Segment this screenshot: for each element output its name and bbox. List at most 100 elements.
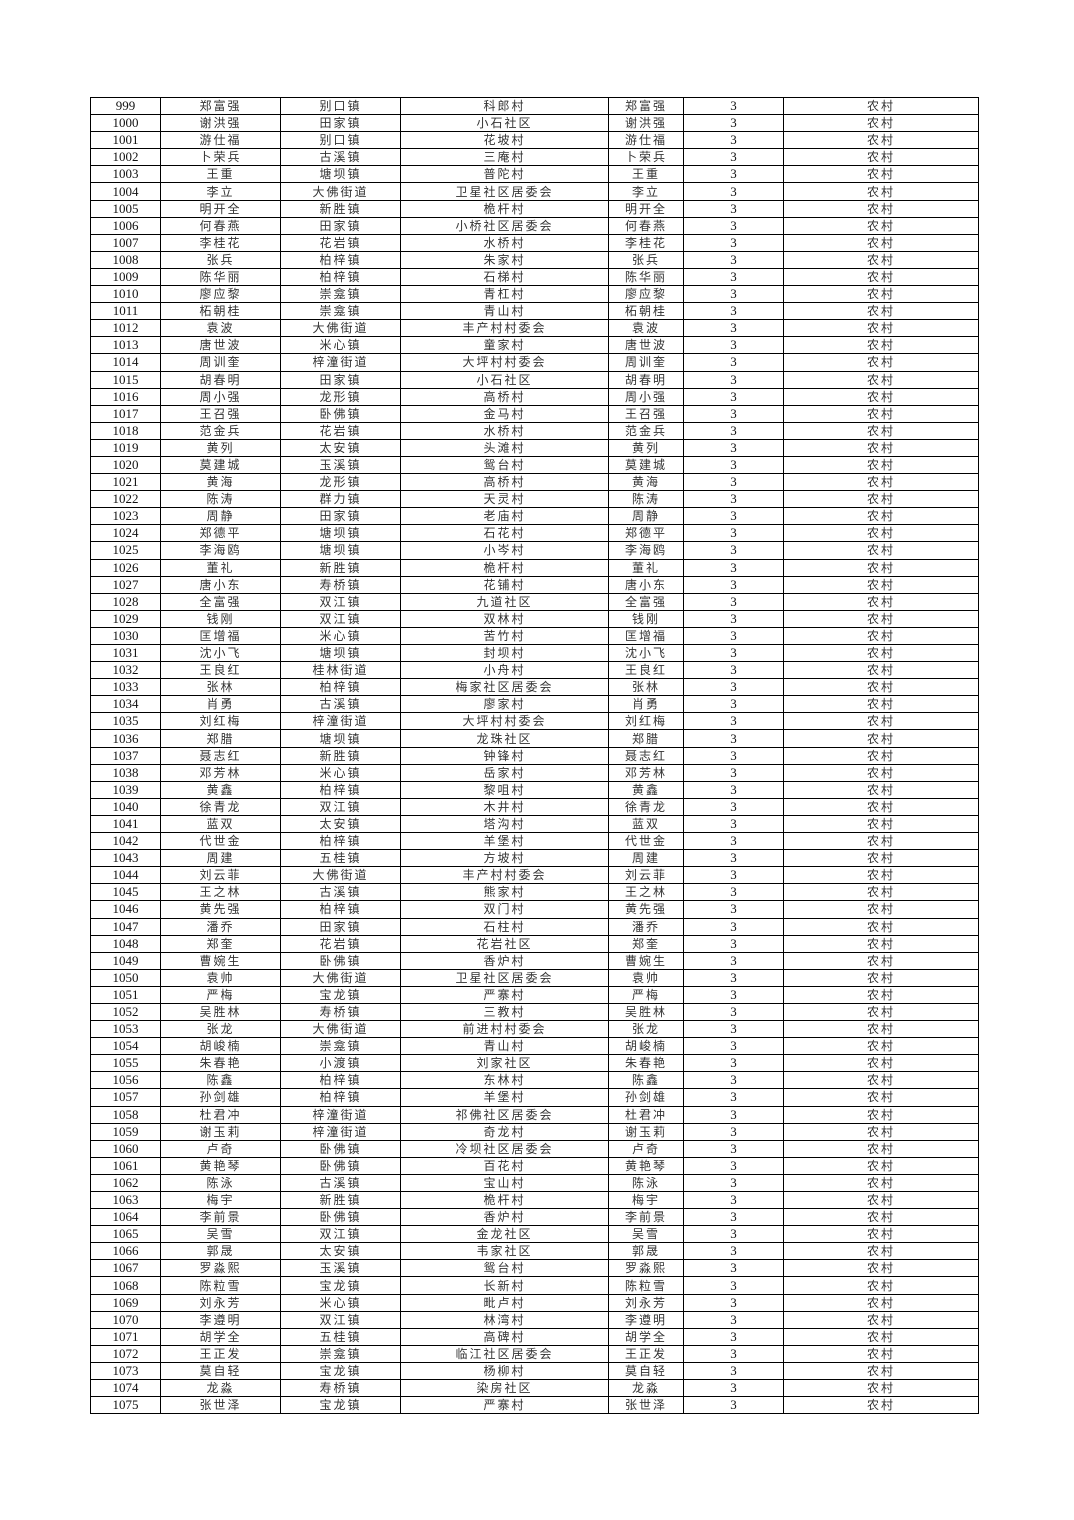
cell-row-number: 1058: [90, 1105, 161, 1124]
cell-person-name: 王召强: [160, 404, 281, 423]
cell-village: 青山村: [400, 1037, 609, 1056]
cell-count: 3: [683, 131, 784, 150]
table-row: 1072 王正发 崇龛镇 临江社区居委会 王正发 3 农村: [90, 1344, 979, 1363]
table-row: 1030 匡增福 米心镇 苦竹村 匡增福 3 农村: [90, 626, 979, 646]
cell-town: 大佛街道: [280, 182, 401, 201]
cell-town: 花岩镇: [280, 421, 401, 440]
cell-row-number: 1023: [90, 507, 161, 526]
cell-count: 3: [683, 1259, 784, 1278]
table-row: 1002 卜荣兵 古溪镇 三庵村 卜荣兵 3 农村: [90, 148, 979, 167]
cell-count: 3: [683, 455, 784, 475]
cell-row-number: 1057: [90, 1088, 161, 1107]
table-row: 1043 周建 五桂镇 方坡村 周建 3 农村: [90, 849, 979, 868]
cell-village: 三教村: [400, 1002, 609, 1022]
cell-row-number: 1038: [90, 763, 161, 782]
cell-count: 3: [683, 1396, 784, 1415]
cell-town: 塘坝镇: [280, 541, 401, 560]
cell-household-head: 梅宇: [608, 1190, 684, 1210]
cell-village: 木井村: [400, 797, 609, 816]
cell-count: 3: [683, 267, 784, 287]
cell-count: 3: [683, 1190, 784, 1210]
cell-household-head: 吴雪: [608, 1225, 684, 1244]
cell-town: 米心镇: [280, 763, 401, 782]
cell-person-name: 李海鸥: [160, 541, 281, 560]
cell-area-type: 农村: [783, 1122, 979, 1141]
cell-village: 双门村: [400, 900, 609, 919]
cell-village: 百花村: [400, 1156, 609, 1175]
table-row: 1021 黄海 龙形镇 高桥村 黄海 3 农村: [90, 473, 979, 492]
cell-household-head: 郑富强: [608, 96, 684, 116]
cell-row-number: 1009: [90, 267, 161, 287]
cell-row-number: 1062: [90, 1173, 161, 1193]
cell-village: 金龙社区: [400, 1225, 609, 1244]
cell-town: 新胜镇: [280, 558, 401, 577]
cell-village: 毗卢村: [400, 1293, 609, 1312]
cell-village: 岳家村: [400, 763, 609, 782]
table-row: 1008 张兵 柏梓镇 朱家村 张兵 3 农村: [90, 250, 979, 269]
cell-area-type: 农村: [783, 678, 979, 697]
table-row: 1033 张林 柏梓镇 梅家社区居委会 张林 3 农村: [90, 678, 979, 697]
cell-household-head: 何春燕: [608, 216, 684, 235]
cell-area-type: 农村: [783, 797, 979, 816]
table-row: 1074 龙淼 寿桥镇 染房社区 龙淼 3 农村: [90, 1379, 979, 1398]
cell-town: 崇龛镇: [280, 285, 401, 304]
table-row: 1015 胡春明 田家镇 小石社区 胡春明 3 农村: [90, 370, 979, 389]
cell-town: 双江镇: [280, 797, 401, 816]
cell-household-head: 黄鑫: [608, 780, 684, 799]
cell-household-head: 全富强: [608, 592, 684, 611]
cell-count: 3: [683, 695, 784, 714]
cell-town: 大佛街道: [280, 319, 401, 338]
cell-village: 韦家社区: [400, 1242, 609, 1261]
cell-household-head: 卢奇: [608, 1139, 684, 1158]
cell-area-type: 农村: [783, 1379, 979, 1398]
cell-household-head: 柘朝桂: [608, 302, 684, 321]
cell-person-name: 刘永芳: [160, 1293, 281, 1312]
table-row: 1059 谢玉莉 梓潼街道 奇龙村 谢玉莉 3 农村: [90, 1122, 979, 1141]
cell-person-name: 代世金: [160, 832, 281, 851]
cell-village: 青杠村: [400, 285, 609, 304]
cell-village: 石花村: [400, 524, 609, 543]
cell-village: 高桥村: [400, 387, 609, 406]
table-row: 1005 明开全 新胜镇 桅杆村 明开全 3 农村: [90, 199, 979, 218]
table-row: 1058 杜君冲 梓潼街道 祁佛社区居委会 杜君冲 3 农村: [90, 1105, 979, 1124]
cell-household-head: 李立: [608, 182, 684, 201]
cell-person-name: 周小强: [160, 387, 281, 406]
cell-household-head: 谢洪强: [608, 114, 684, 133]
cell-area-type: 农村: [783, 1225, 979, 1244]
cell-village: 羊堡村: [400, 832, 609, 851]
table-row: 1006 何春燕 田家镇 小桥社区居委会 何春燕 3 农村: [90, 216, 979, 235]
table-row: 1014 周训奎 梓潼街道 大坪村村委会 周训奎 3 农村: [90, 353, 979, 372]
cell-village: 林湾村: [400, 1310, 609, 1329]
cell-household-head: 张林: [608, 678, 684, 697]
cell-count: 3: [683, 985, 784, 1004]
cell-count: 3: [683, 883, 784, 902]
cell-row-number: 1056: [90, 1071, 161, 1090]
cell-town: 宝龙镇: [280, 1361, 401, 1381]
cell-row-number: 1010: [90, 285, 161, 304]
cell-person-name: 胡春明: [160, 370, 281, 389]
cell-village: 小舟村: [400, 661, 609, 680]
cell-town: 别口镇: [280, 96, 401, 116]
cell-town: 崇龛镇: [280, 302, 401, 321]
cell-household-head: 吴胜林: [608, 1002, 684, 1022]
cell-person-name: 董礼: [160, 558, 281, 577]
table-row: 1026 董礼 新胜镇 桅杆村 董礼 3 农村: [90, 558, 979, 577]
cell-row-number: 1043: [90, 849, 161, 868]
table-row: 1070 李遵明 双江镇 林湾村 李遵明 3 农村: [90, 1310, 979, 1329]
cell-row-number: 1014: [90, 353, 161, 372]
cell-village: 大坪村村委会: [400, 353, 609, 372]
cell-area-type: 农村: [783, 1293, 979, 1312]
cell-row-number: 1064: [90, 1208, 161, 1227]
cell-person-name: 张林: [160, 678, 281, 697]
table-row: 1000 谢洪强 田家镇 小石社区 谢洪强 3 农村: [90, 114, 979, 133]
cell-village: 封坝村: [400, 643, 609, 663]
cell-row-number: 1019: [90, 438, 161, 457]
cell-village: 卫星社区居委会: [400, 968, 609, 987]
cell-count: 3: [683, 643, 784, 663]
table-row: 1020 莫建城 玉溪镇 鸳台村 莫建城 3 农村: [90, 455, 979, 475]
cell-village: 高碑村: [400, 1327, 609, 1346]
cell-village: 九道社区: [400, 592, 609, 611]
cell-village: 花铺村: [400, 575, 609, 594]
cell-town: 塘坝镇: [280, 524, 401, 543]
cell-row-number: 1049: [90, 951, 161, 970]
